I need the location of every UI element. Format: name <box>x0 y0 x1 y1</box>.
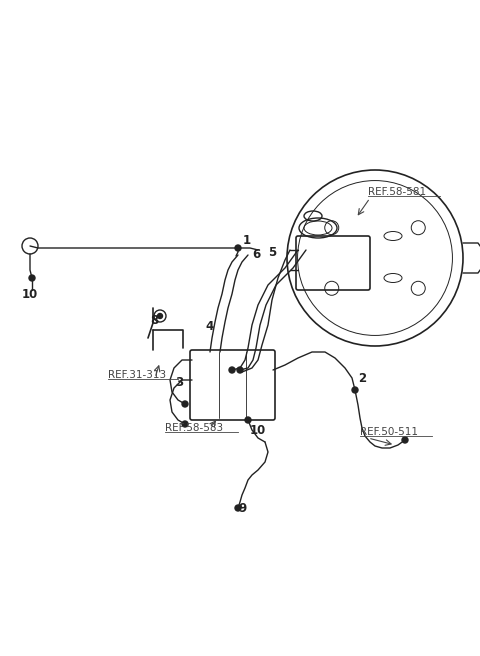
Text: 6: 6 <box>252 249 260 262</box>
Circle shape <box>229 367 235 373</box>
Circle shape <box>245 417 251 423</box>
Circle shape <box>182 421 188 427</box>
Text: 4: 4 <box>205 319 213 333</box>
Circle shape <box>402 437 408 443</box>
Circle shape <box>235 505 241 511</box>
Text: 2: 2 <box>358 371 366 384</box>
Circle shape <box>237 367 243 373</box>
Circle shape <box>352 387 358 393</box>
Text: 8: 8 <box>150 314 158 327</box>
Text: REF.50-511: REF.50-511 <box>360 427 418 437</box>
Text: 5: 5 <box>268 245 276 258</box>
Text: 9: 9 <box>238 501 246 514</box>
Text: 3: 3 <box>175 375 183 388</box>
Circle shape <box>29 275 35 281</box>
Text: 10: 10 <box>250 424 266 436</box>
Text: REF.31-313: REF.31-313 <box>108 370 166 380</box>
Text: 10: 10 <box>22 289 38 302</box>
Circle shape <box>235 245 241 251</box>
Circle shape <box>157 314 163 319</box>
Circle shape <box>182 401 188 407</box>
Text: 1: 1 <box>243 234 251 247</box>
Text: REF.58-581: REF.58-581 <box>368 187 426 197</box>
Text: REF.58-583: REF.58-583 <box>165 423 223 433</box>
